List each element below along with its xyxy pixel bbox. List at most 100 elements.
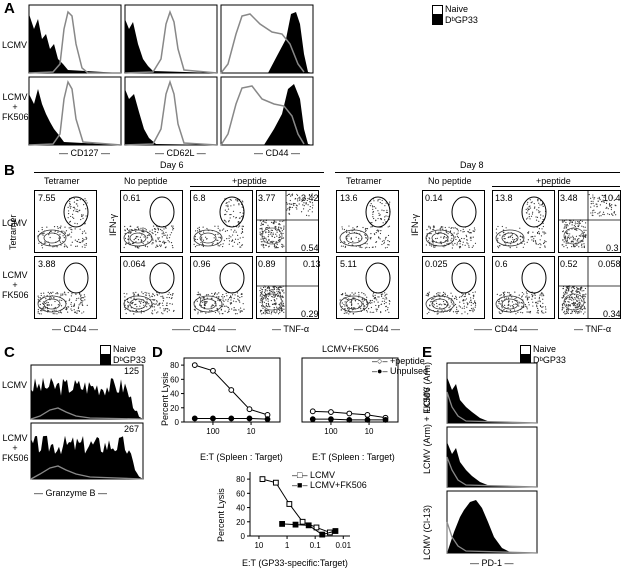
lysis-chart-top: 0 20 40 60 80 100 10 100 10	[170, 357, 399, 436]
b-d8-r2-pep: 0.6	[495, 259, 508, 269]
col-title-nopeptide-d6: No peptide	[124, 176, 168, 186]
b-d6-r2-tet: 3.88	[38, 259, 56, 269]
histogram-A-r2c1	[28, 76, 122, 146]
d-legend-peptide: +peptide	[389, 356, 425, 366]
flow-plot-frame	[256, 256, 319, 319]
data-point	[382, 416, 389, 423]
data-point	[346, 416, 353, 423]
b-d8-r1-tet: 13.6	[340, 193, 358, 203]
x-label-b-cd44-2: —— CD44 ——	[172, 324, 237, 334]
flow-plot-frame	[422, 256, 485, 319]
col-title-tetramer-d6: Tetramer	[44, 176, 80, 186]
b-d6-r1-pep: 6.8	[193, 193, 206, 203]
data-point	[328, 409, 334, 415]
peptide-bracket-d8	[492, 186, 620, 187]
gate-ellipse	[365, 196, 391, 228]
x-label-b-cd44-4: —— CD44 ——	[474, 324, 539, 334]
day8-bracket	[335, 172, 620, 173]
x-tick-label: 0.1	[310, 541, 322, 550]
y-tick-label: 20	[236, 518, 245, 527]
flow-plot-frame	[492, 256, 555, 319]
b-d6-r2-nopep: 0.064	[123, 259, 146, 269]
d-title-fk506: LCMV+FK506	[322, 344, 379, 354]
panel-D-label: D	[152, 344, 163, 361]
data-point	[246, 415, 253, 422]
data-point	[191, 415, 198, 422]
e-row3-label: LCMV (Cl-13)	[422, 504, 432, 560]
b-d8-r2-nopep: 0.025	[425, 259, 448, 269]
b-d8-r1-pep: 13.8	[495, 193, 513, 203]
gate-ellipse	[63, 262, 89, 294]
panel-C-label: C	[4, 344, 15, 361]
y-tick-label: 80	[170, 361, 179, 370]
panel-C-legend: Naive DᵇGP33	[100, 344, 146, 366]
gate-ellipse	[219, 196, 245, 228]
x-label-cd44: — CD44 —	[254, 148, 301, 158]
col-title-peptide-d6: +peptide	[232, 176, 267, 186]
flow-plot-frame	[120, 190, 183, 253]
histogram-A-r1c2	[124, 4, 218, 74]
histogram-A-r1c1	[28, 4, 122, 74]
d-xlabel-top-1: E:T (Spleen : Target)	[200, 452, 283, 462]
flow-plot-frame	[120, 256, 183, 319]
y-label-tetramer: Tetramer	[8, 214, 18, 250]
flow-plot-frame	[336, 190, 399, 253]
data-point	[246, 406, 253, 413]
d-title-lcmv: LCMV	[226, 344, 252, 354]
data-point	[292, 521, 299, 528]
data-point	[210, 367, 216, 374]
b-d8-r2-q2: 0.058	[598, 259, 621, 269]
flow-plot-frame	[190, 256, 253, 319]
row-label-lcmv: LCMV	[2, 40, 28, 50]
b-d6-r2-q1: 0.89	[258, 259, 276, 269]
data-point	[272, 479, 279, 486]
d-legend-lcmv: LCMV	[309, 470, 335, 480]
flow-plot-frame	[34, 256, 97, 319]
x-tick-label: 1	[285, 541, 290, 550]
histogram-panel-C	[30, 364, 144, 480]
col-title-nopeptide-d8: No peptide	[428, 176, 472, 186]
gate-ellipse	[451, 196, 477, 228]
x-tick-label: 10	[254, 541, 263, 550]
d-legend-top: –○– +peptide –●– Unpulsed	[372, 356, 428, 376]
data-point	[313, 524, 320, 531]
flow-plots-B	[34, 190, 621, 319]
legend-c-swatch-naive	[100, 344, 111, 355]
row-label-lcmv-B: LCMV	[2, 218, 28, 228]
data-point	[319, 531, 326, 538]
data-point	[279, 521, 286, 527]
data-point	[328, 416, 334, 423]
data-point	[332, 528, 339, 534]
b-d8-r1-q1: 3.48	[560, 193, 578, 203]
d-ylabel-bottom: Percent Lysis	[216, 488, 226, 542]
x-label-cd127: — CD127 —	[59, 148, 111, 158]
legend-e-swatch-naive	[520, 344, 531, 355]
panel-A-legend: Naive DᵇGP33	[432, 4, 478, 26]
x-tick-label: 100	[324, 427, 338, 436]
panel-A-label: A	[4, 0, 15, 17]
day8-title: Day 8	[460, 160, 484, 170]
row-label-lcmv-C: LCMV	[2, 380, 28, 390]
b-d8-r1-q4: 0.3	[606, 243, 619, 253]
y-tick-label: 0	[241, 532, 246, 541]
x-label-b-tnf-2: — TNF-α	[574, 324, 612, 334]
x-label-granzyme: — Granzyme B —	[34, 488, 108, 498]
d-legend-unpulsed: Unpulsed	[389, 366, 428, 376]
data-point	[286, 501, 293, 507]
lysis-chart-bottom: 0 20 40 60 80 10 1 0.1 0.01	[236, 472, 352, 550]
flow-plot-frame	[558, 190, 621, 253]
y-tick-label: 60	[170, 375, 179, 384]
x-tick-label: 10	[247, 427, 256, 436]
data-point	[299, 518, 306, 525]
e-row2-label: LCMV (Arm) + FK506	[422, 387, 432, 474]
b-d8-r2-tet: 5.11	[340, 259, 357, 269]
b-d6-r2-pep: 0.96	[193, 259, 211, 269]
col-title-peptide-d8: +peptide	[536, 176, 571, 186]
x-label-cd62l: — CD62L —	[155, 148, 206, 158]
d-xlabel-top-2: E:T (Spleen : Target)	[312, 452, 395, 462]
flow-plot-frame	[256, 190, 319, 253]
d-legend-lcmv-fk506: LCMV+FK506	[309, 480, 367, 490]
row-label-lcmv-fk506-C: LCMV + FK506	[2, 433, 29, 463]
b-d6-r2-q4: 0.29	[301, 309, 319, 319]
b-d6-r1-q1: 3.77	[258, 193, 276, 203]
